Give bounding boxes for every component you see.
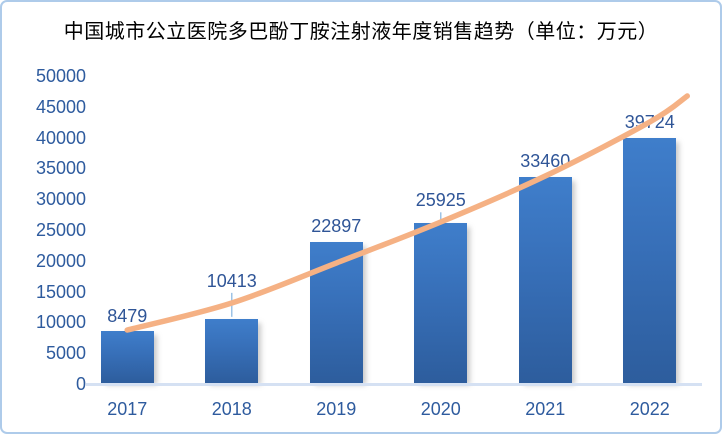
y-axis-tick-0: 0 bbox=[75, 374, 86, 394]
x-axis-label-2022: 2022 bbox=[629, 399, 670, 419]
y-axis-tick-15000: 15000 bbox=[35, 281, 86, 302]
data-label-2017: 8479 bbox=[107, 305, 148, 326]
bar-2022 bbox=[623, 138, 677, 383]
x-axis-label-2017: 2017 bbox=[107, 399, 148, 419]
y-axis-tick-50000: 50000 bbox=[35, 66, 86, 86]
data-label-2020: 25925 bbox=[415, 190, 466, 211]
y-axis-tick-5000: 5000 bbox=[45, 343, 86, 364]
data-label-2021: 33460 bbox=[520, 150, 571, 171]
data-label-2018: 10413 bbox=[206, 270, 257, 291]
bar-2018 bbox=[205, 318, 259, 383]
bar-2019 bbox=[309, 241, 363, 383]
bar-2017 bbox=[100, 330, 154, 383]
bar-2021 bbox=[518, 176, 572, 383]
chart-title: 中国城市公立医院多巴酚丁胺注射液年度销售趋势（单位：万元） bbox=[63, 21, 659, 43]
bar-2020 bbox=[414, 223, 468, 383]
data-label-2019: 22897 bbox=[311, 215, 362, 236]
x-axis-label-2020: 2020 bbox=[420, 399, 461, 419]
y-axis-tick-20000: 20000 bbox=[35, 250, 86, 271]
y-axis-tick-35000: 35000 bbox=[35, 158, 86, 179]
y-axis-tick-25000: 25000 bbox=[35, 220, 86, 240]
trendline-curve bbox=[124, 93, 690, 333]
x-axis-label-2018: 2018 bbox=[211, 399, 252, 419]
y-axis-tick-30000: 30000 bbox=[35, 189, 86, 210]
y-axis-tick-45000: 45000 bbox=[35, 96, 86, 117]
x-axis-line bbox=[86, 383, 702, 386]
x-axis-label-2019: 2019 bbox=[316, 399, 357, 419]
y-axis-tick-10000: 10000 bbox=[35, 312, 86, 333]
y-axis-tick-40000: 40000 bbox=[35, 127, 86, 148]
data-label-2022: 39724 bbox=[624, 112, 675, 133]
x-axis-label-2021: 2021 bbox=[525, 399, 566, 419]
